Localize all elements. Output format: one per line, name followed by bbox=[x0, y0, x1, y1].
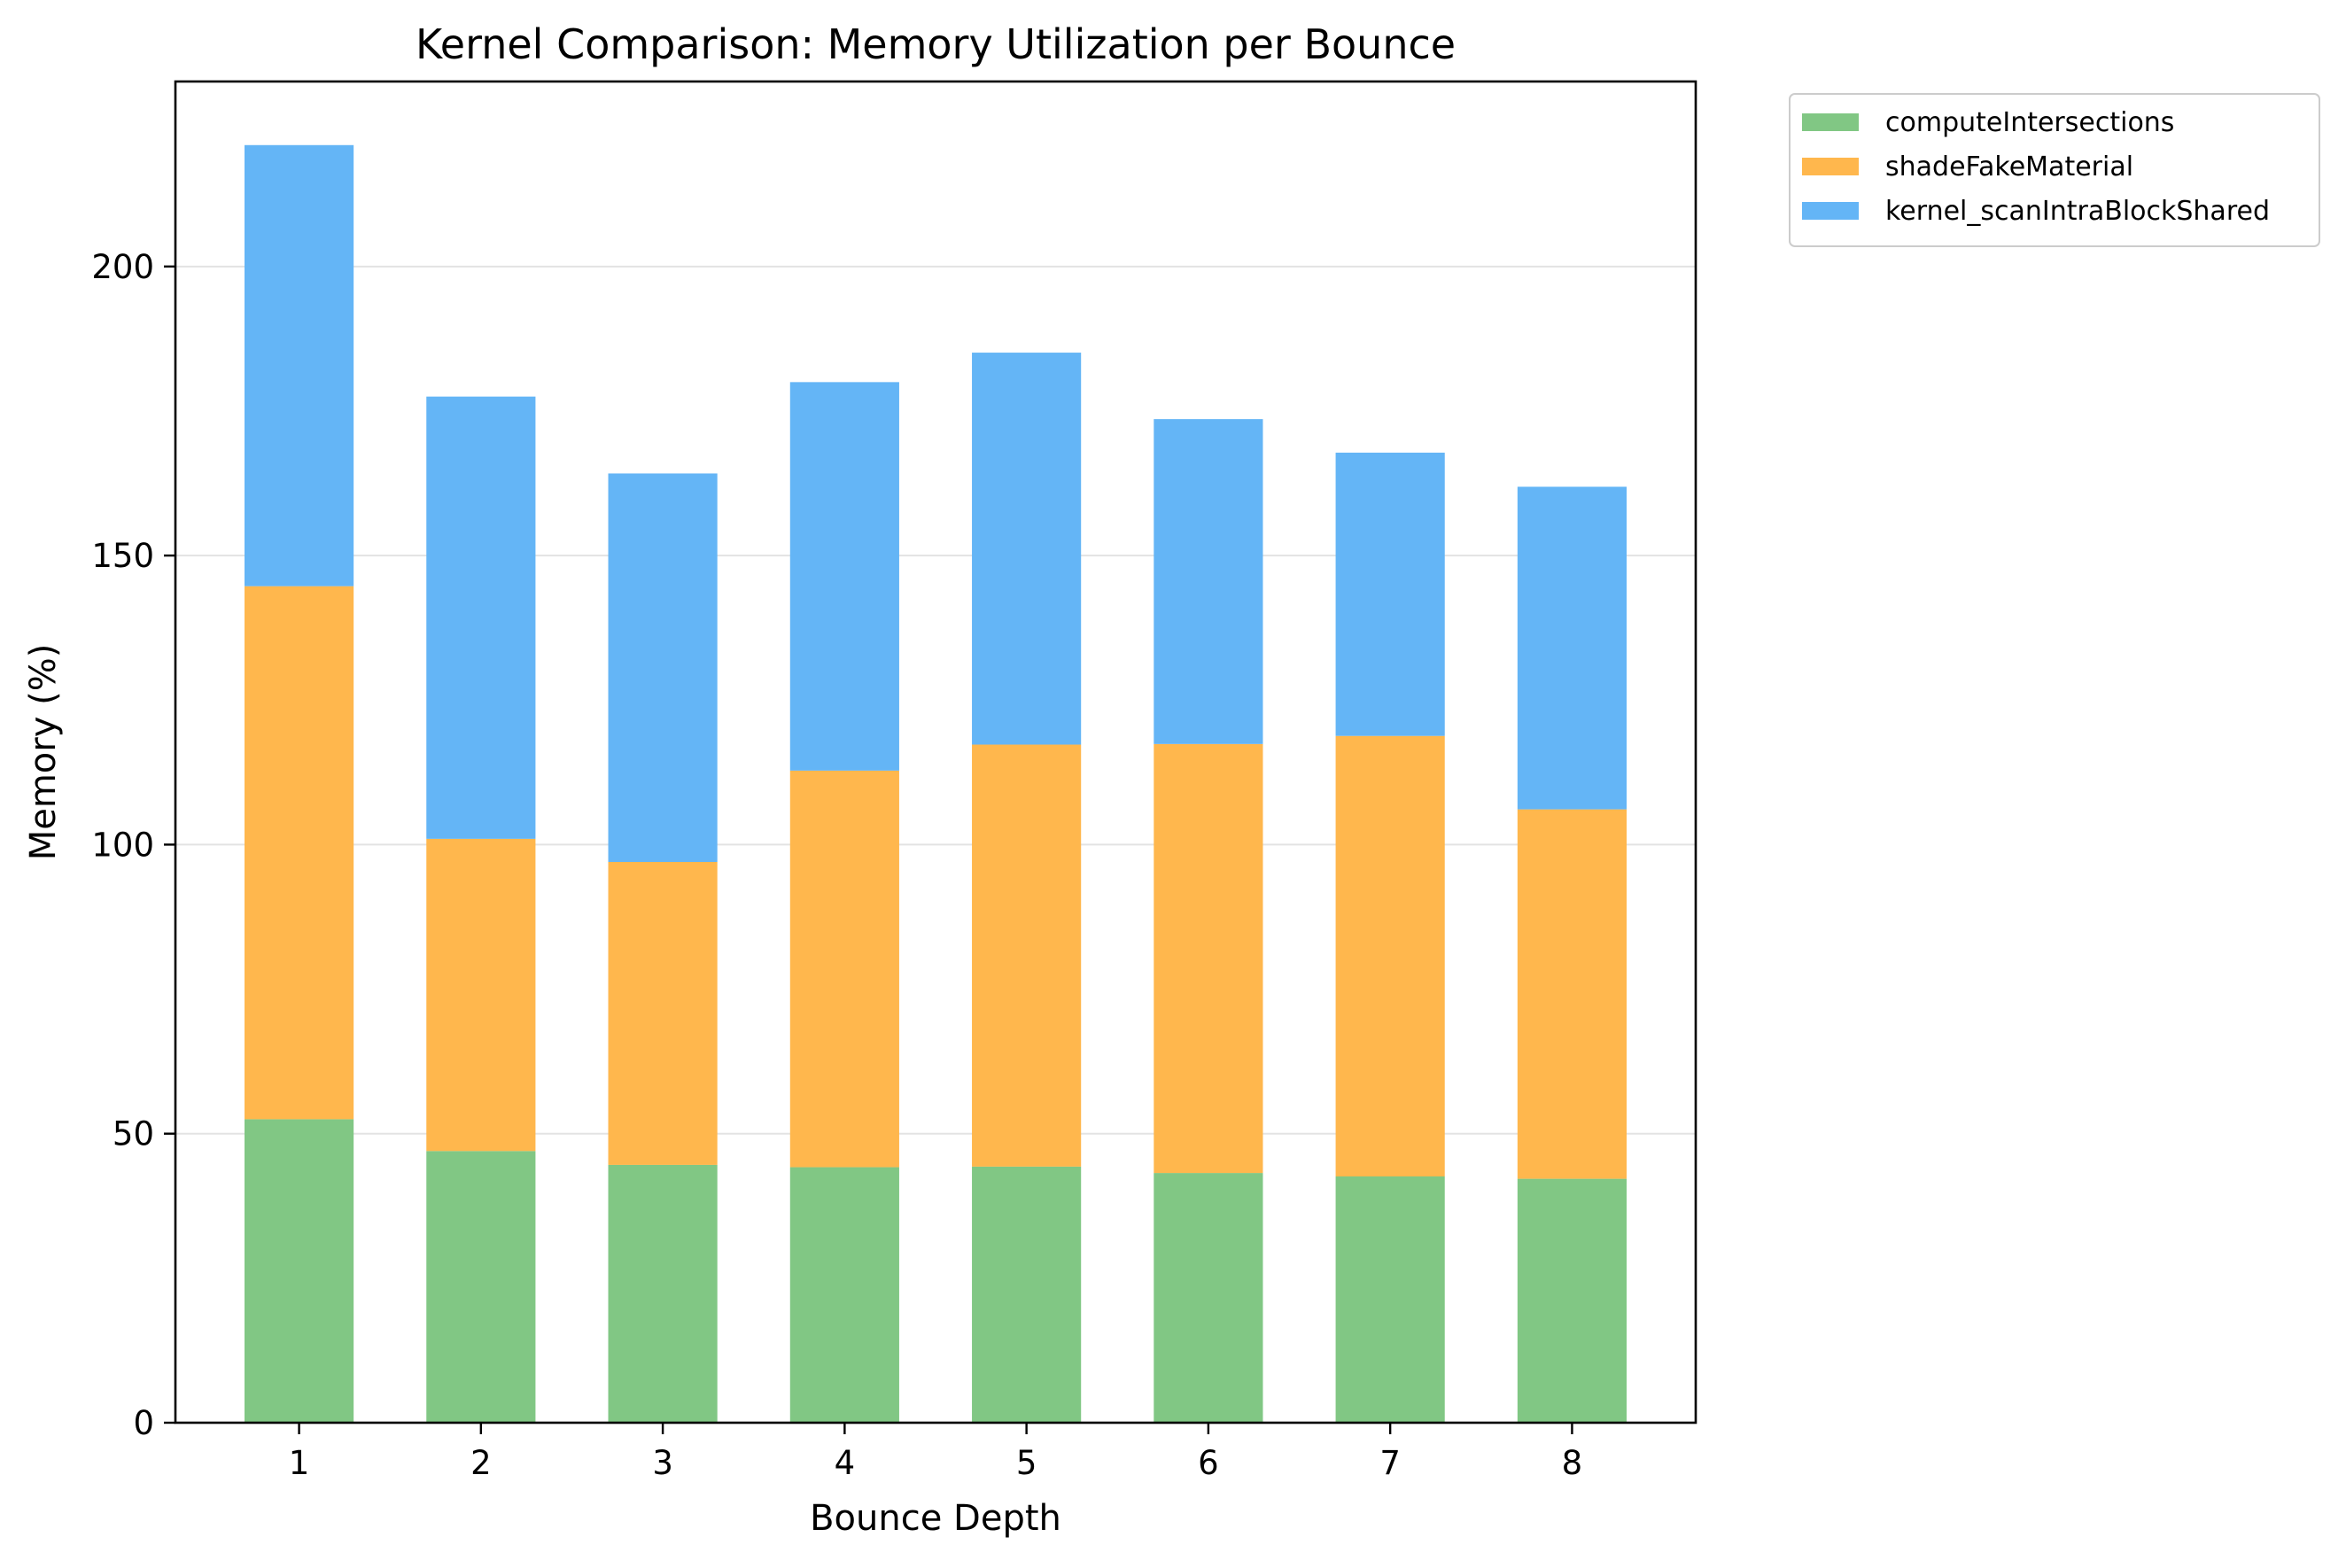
x-tick-label: 5 bbox=[1016, 1444, 1037, 1482]
bar-shadeFakeMaterial-5 bbox=[972, 744, 1082, 1167]
legend-frame bbox=[1789, 93, 2320, 247]
legend-label-shadeFakeMaterial: shadeFakeMaterial bbox=[1885, 151, 2133, 182]
legend-label-computeIntersections: computeIntersections bbox=[1885, 107, 2174, 138]
x-axis: 1 2 3 4 5 6 7 8 bbox=[289, 1423, 1582, 1482]
y-tick-label: 0 bbox=[133, 1404, 154, 1442]
bar-kernel_scanIntraBlockShared-6 bbox=[1154, 419, 1263, 744]
x-tick-label: 7 bbox=[1379, 1444, 1401, 1482]
bar-shadeFakeMaterial-7 bbox=[1335, 735, 1445, 1176]
bar-computeIntersections-6 bbox=[1154, 1173, 1263, 1423]
y-axis-label: Memory (%) bbox=[23, 644, 64, 861]
bar-series-group bbox=[245, 144, 1627, 1423]
bar-computeIntersections-5 bbox=[972, 1166, 1082, 1423]
y-tick-label: 200 bbox=[91, 248, 154, 286]
y-tick-label: 150 bbox=[91, 537, 154, 575]
x-tick-label: 1 bbox=[289, 1444, 310, 1482]
bar-shadeFakeMaterial-1 bbox=[245, 586, 354, 1120]
x-tick-label: 2 bbox=[470, 1444, 492, 1482]
x-tick-label: 3 bbox=[652, 1444, 673, 1482]
legend-swatch-shadeFakeMaterial bbox=[1802, 158, 1859, 175]
x-tick-label: 8 bbox=[1562, 1444, 1583, 1482]
bar-kernel_scanIntraBlockShared-5 bbox=[972, 353, 1082, 745]
bar-shadeFakeMaterial-8 bbox=[1517, 809, 1627, 1179]
chart-title: Kernel Comparison: Memory Utilization pe… bbox=[416, 20, 1456, 68]
bar-computeIntersections-7 bbox=[1335, 1176, 1445, 1423]
bar-shadeFakeMaterial-2 bbox=[426, 838, 536, 1152]
legend-label-kernel_scanIntraBlockShared: kernel_scanIntraBlockShared bbox=[1885, 196, 2270, 227]
bar-kernel_scanIntraBlockShared-4 bbox=[789, 382, 899, 771]
legend-swatch-kernel_scanIntraBlockShared bbox=[1802, 202, 1859, 220]
legend: computeIntersections shadeFakeMaterial ker… bbox=[1789, 93, 2320, 247]
y-tick-label: 100 bbox=[91, 826, 154, 864]
bar-computeIntersections-8 bbox=[1517, 1178, 1627, 1423]
bar-kernel_scanIntraBlockShared-7 bbox=[1335, 452, 1445, 736]
bar-computeIntersections-2 bbox=[426, 1151, 536, 1423]
y-axis: 0 50 100 150 200 bbox=[91, 248, 175, 1442]
x-tick-label: 6 bbox=[1198, 1444, 1219, 1482]
bar-shadeFakeMaterial-4 bbox=[789, 770, 899, 1168]
x-axis-label: Bounce Depth bbox=[810, 1498, 1061, 1539]
bar-computeIntersections-3 bbox=[608, 1164, 718, 1423]
bar-shadeFakeMaterial-3 bbox=[608, 861, 718, 1165]
plot-area-frame bbox=[174, 80, 1697, 1424]
x-tick-label: 4 bbox=[835, 1444, 856, 1482]
bar-kernel_scanIntraBlockShared-1 bbox=[245, 144, 354, 586]
bar-computeIntersections-4 bbox=[789, 1167, 899, 1423]
bar-computeIntersections-1 bbox=[245, 1119, 354, 1423]
y-tick-label: 50 bbox=[113, 1115, 154, 1153]
bar-kernel_scanIntraBlockShared-2 bbox=[426, 396, 536, 839]
legend-swatch-computeIntersections bbox=[1802, 113, 1859, 131]
bar-kernel_scanIntraBlockShared-3 bbox=[608, 473, 718, 862]
bar-kernel_scanIntraBlockShared-8 bbox=[1517, 486, 1627, 810]
bar-shadeFakeMaterial-6 bbox=[1154, 743, 1263, 1174]
